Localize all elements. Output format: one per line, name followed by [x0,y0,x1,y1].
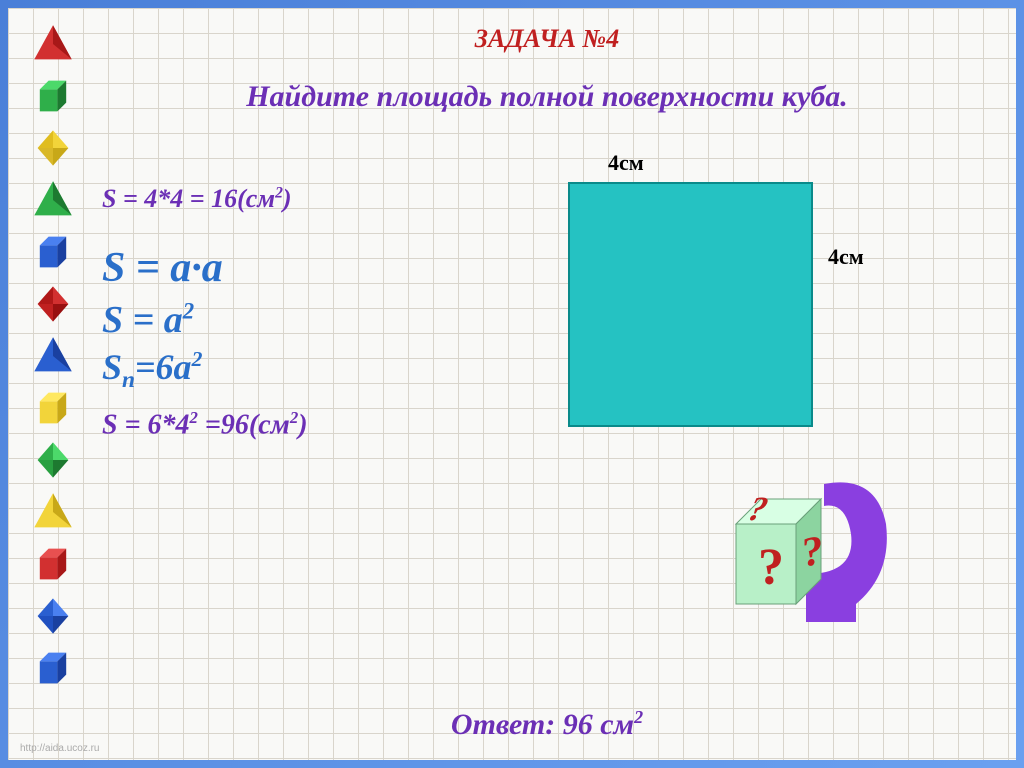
cube-question-illustration: ? ? ? [716,454,906,624]
tetra-red-icon [31,22,75,66]
slide-frame: ЗАДАЧА №4 Найдите площадь полной поверхн… [0,0,1024,768]
watermark: http://aida.ucoz.ru [20,743,100,754]
octa-green-icon [31,438,75,482]
octa-blue-icon [31,594,75,638]
octa-red-icon [31,282,75,326]
slide-content: ЗАДАЧА №4 Найдите площадь полной поверхн… [98,18,996,750]
body-area: S = 4*4 = 16(см2) S = a·a S = a2 Sn=6a2 … [98,184,996,664]
dimension-top: 4см [608,150,644,176]
tetra-yellow-icon [31,490,75,534]
octa-yellow-icon [31,126,75,170]
calc-formula-s-a2: S = a2 [102,298,308,342]
cube-yellow-icon [31,386,75,430]
shape-decoration-column [26,22,80,690]
cube-red-icon [31,542,75,586]
cube-blue2-icon [31,646,75,690]
calculation-block: S = 4*4 = 16(см2) S = a·a S = a2 Sn=6a2 … [102,184,308,442]
calc-line-5: S = 6*42 =96(см2) [102,408,308,441]
answer-text: Ответ: 96 см2 [98,707,996,742]
calc-formula-s-aa: S = a·a [102,244,308,292]
teal-square [568,182,813,427]
tetra-green-icon [31,178,75,222]
svg-text:?: ? [758,539,784,596]
calc-formula-sn: Sn=6a2 [102,346,308,394]
calc-line-1: S = 4*4 = 16(см2) [102,184,308,214]
tetra-blue-icon [31,334,75,378]
question-text: Найдите площадь полной поверхности куба. [98,80,996,114]
cube-green-icon [31,74,75,118]
cube-blue-icon [31,230,75,274]
svg-text:?: ? [802,526,823,576]
task-number: ЗАДАЧА №4 [98,24,996,54]
dimension-right: 4см [828,244,864,270]
